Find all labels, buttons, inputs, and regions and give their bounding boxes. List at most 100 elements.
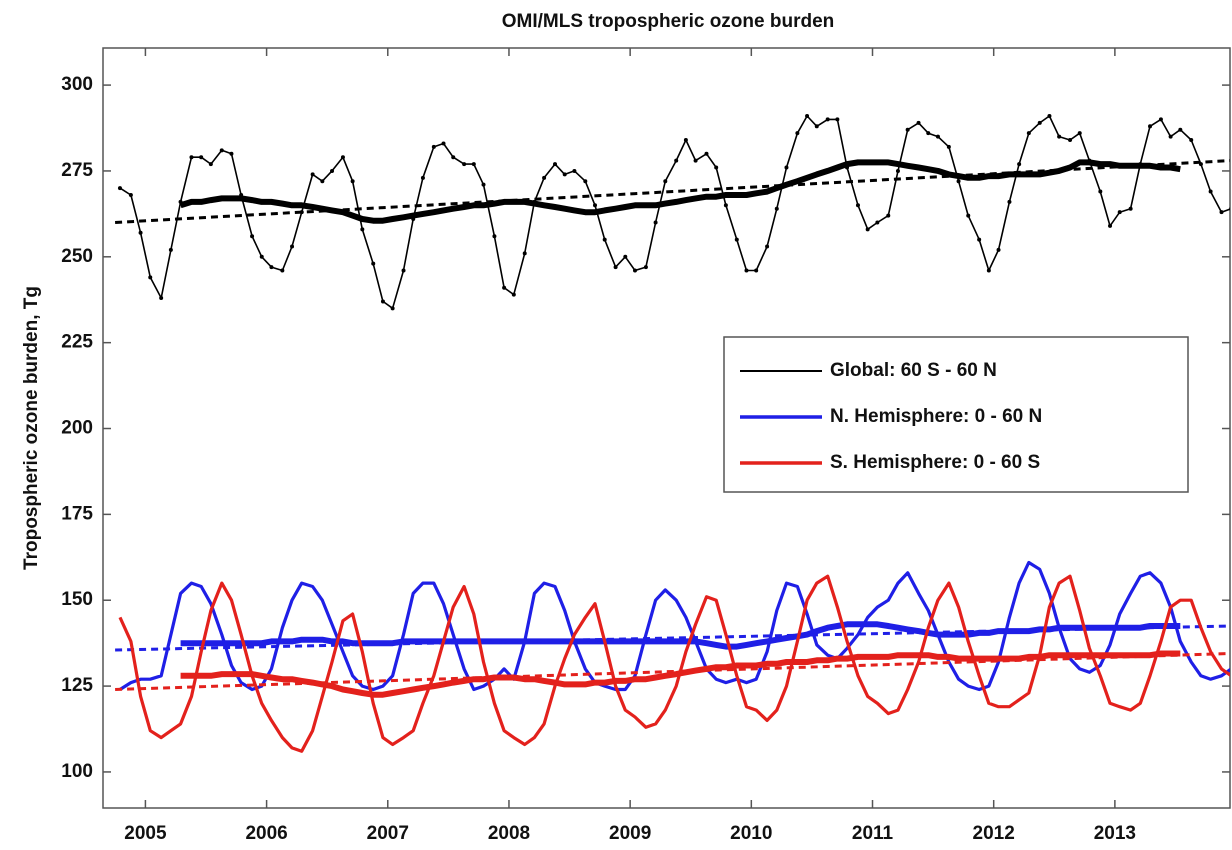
data-point	[562, 172, 567, 177]
x-tick-label: 2011	[852, 823, 894, 844]
data-point	[1117, 210, 1122, 215]
data-point	[441, 141, 446, 146]
data-point	[704, 151, 709, 156]
data-point	[774, 206, 779, 211]
data-point	[360, 227, 365, 232]
data-point	[340, 155, 345, 160]
data-point	[1108, 223, 1113, 228]
data-point	[1098, 189, 1103, 194]
data-point	[1068, 138, 1073, 143]
y-tick-label: 275	[61, 160, 93, 181]
data-point	[744, 268, 749, 273]
data-point	[1057, 134, 1062, 139]
data-point	[1128, 206, 1133, 211]
data-point	[986, 268, 991, 273]
data-point	[946, 144, 951, 149]
data-point	[977, 237, 982, 242]
data-point	[643, 265, 648, 270]
series-line	[119, 560, 1230, 692]
running-mean-line	[180, 621, 1181, 650]
data-point	[1017, 162, 1022, 167]
data-point	[320, 179, 325, 184]
y-tick-label: 150	[61, 589, 93, 610]
y-tick-label: 175	[61, 503, 93, 524]
trend-line	[115, 159, 1230, 224]
data-point	[1077, 131, 1082, 136]
running-mean-line	[179, 159, 1181, 224]
data-point	[1047, 113, 1052, 118]
data-point	[390, 306, 395, 311]
data-point	[511, 292, 516, 297]
data-point	[723, 203, 728, 208]
data-point	[935, 134, 940, 139]
data-point	[602, 237, 607, 242]
data-point	[219, 148, 224, 153]
data-point	[1168, 134, 1173, 139]
y-tick-label: 250	[61, 246, 93, 267]
data-point	[875, 220, 880, 225]
data-point	[613, 265, 618, 270]
data-point	[825, 117, 830, 122]
data-point	[290, 244, 295, 249]
data-point	[693, 158, 698, 163]
data-point	[250, 234, 255, 239]
data-point	[522, 251, 527, 256]
data-point	[583, 179, 588, 184]
data-point	[189, 155, 194, 160]
data-point	[431, 144, 436, 149]
y-tick-label: 225	[61, 332, 93, 353]
data-point	[1219, 210, 1224, 215]
x-tick-label: 2008	[488, 823, 530, 844]
data-point	[330, 168, 335, 173]
x-tick-label: 2010	[730, 823, 772, 844]
data-point	[593, 203, 598, 208]
data-point	[996, 247, 1001, 252]
legend-box	[723, 336, 1189, 493]
data-point	[795, 131, 800, 136]
data-point	[481, 182, 486, 187]
data-point	[280, 268, 285, 273]
data-point	[542, 175, 547, 180]
data-point	[420, 175, 425, 180]
data-point	[663, 179, 668, 184]
data-point	[623, 254, 628, 259]
data-point	[117, 186, 122, 191]
x-tick-label: 2006	[245, 823, 287, 844]
data-point	[1007, 199, 1012, 204]
data-point	[1158, 117, 1163, 122]
data-point	[1178, 127, 1183, 132]
data-point	[754, 268, 759, 273]
data-point	[1229, 207, 1230, 211]
data-point	[734, 237, 739, 242]
legend: Global: 60 S - 60 N N. Hemisphere: 0 - 60…	[723, 336, 1189, 493]
data-point	[572, 168, 577, 173]
data-point	[1189, 138, 1194, 143]
data-point	[632, 268, 637, 273]
series-line	[118, 574, 1230, 753]
data-point	[886, 213, 891, 218]
data-point	[159, 296, 164, 301]
x-tick-label: 2007	[367, 823, 409, 844]
data-point	[451, 155, 456, 160]
data-point	[350, 179, 355, 184]
data-point	[168, 247, 173, 252]
data-point	[653, 220, 658, 225]
data-point	[208, 162, 213, 167]
data-point	[916, 120, 921, 125]
data-point	[956, 179, 961, 184]
data-point	[765, 244, 770, 249]
data-point	[502, 285, 507, 290]
data-point	[138, 230, 143, 235]
legend-label: Global: 60 S - 60 N	[830, 360, 997, 381]
data-point	[855, 203, 860, 208]
y-tick-label: 100	[61, 761, 93, 782]
legend-label: N. Hemisphere: 0 - 60 N	[830, 406, 1042, 427]
x-tick-label: 2012	[973, 823, 1015, 844]
data-point	[966, 213, 971, 218]
data-point	[714, 165, 719, 170]
y-tick-label: 125	[61, 675, 93, 696]
data-point	[401, 268, 406, 273]
data-point	[128, 192, 133, 197]
data-point	[905, 127, 910, 132]
plot-area	[115, 113, 1230, 753]
